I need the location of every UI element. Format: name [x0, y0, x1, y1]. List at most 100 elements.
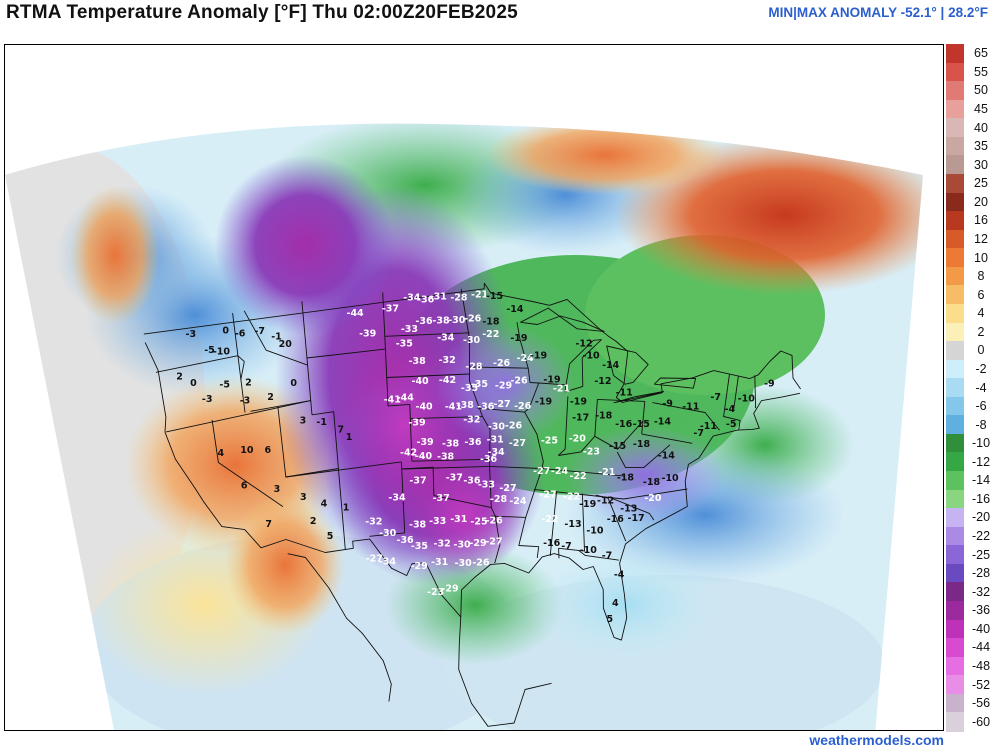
state-boundary: [754, 375, 757, 409]
legend-label: 12: [974, 231, 988, 246]
station-anomaly-value: -31: [430, 291, 447, 302]
state-boundary: [382, 292, 413, 462]
station-anomaly-value: -13: [564, 519, 581, 530]
legend-swatch: [946, 62, 964, 82]
station-anomaly-value: -10: [586, 526, 604, 537]
legend-label: -14: [971, 473, 991, 488]
anomaly-field: [5, 123, 923, 730]
station-anomaly-value: -11: [616, 388, 633, 399]
station-anomaly-value: -29: [441, 584, 458, 595]
station-anomaly-value: -3: [186, 329, 197, 340]
station-anomaly-value: -17: [628, 513, 645, 524]
station-anomaly-value: -19: [543, 374, 560, 385]
station-anomaly-value: -11: [700, 421, 717, 432]
legend-label: -8: [975, 417, 987, 432]
state-boundary: [641, 401, 646, 435]
legend-label: 65: [974, 46, 988, 61]
station-anomaly-value: -18: [595, 411, 613, 422]
station-anomaly-value: -28: [450, 292, 468, 303]
station-anomaly-value: -36: [415, 316, 433, 327]
station-anomaly-value: -19: [570, 397, 587, 408]
station-anomaly-value: 6: [241, 481, 248, 492]
lake-ontario: [653, 377, 697, 389]
legend-label: 8: [977, 269, 985, 284]
station-anomaly-value: -37: [433, 493, 450, 504]
station-anomaly-value: -19: [535, 397, 552, 408]
station-anomaly-value: 1: [346, 432, 353, 443]
station-anomaly-value: -37: [382, 304, 399, 315]
station-anomaly-value: -26: [514, 401, 532, 412]
station-anomaly-value: -38: [409, 520, 427, 531]
station-anomaly-value: -6: [235, 328, 246, 339]
station-anomaly-value: 4: [321, 499, 328, 510]
state-boundary: [595, 494, 627, 542]
state-boundary: [558, 420, 644, 456]
station-anomaly-value: -30: [379, 528, 397, 539]
station-anomaly-value: 2: [245, 378, 252, 389]
state-boundary: [166, 400, 311, 433]
station-anomaly-value: -9: [764, 379, 775, 390]
legend-label: 50: [974, 83, 988, 98]
legend-swatch: [946, 415, 964, 435]
legend-label: 2: [977, 324, 985, 339]
station-anomaly-value: -36: [480, 454, 498, 465]
station-anomaly-value: -10: [662, 473, 680, 484]
legend-swatch: [946, 471, 964, 491]
station-anomaly-value: -24: [517, 353, 535, 364]
legend-label: -52: [971, 677, 991, 692]
legend-label: 4: [977, 306, 985, 321]
station-anomaly-value: -33: [478, 480, 495, 491]
station-anomaly-value: -26: [493, 358, 511, 369]
min-max-anomaly-readout: MIN|MAX ANOMALY -52.1° | 28.2°F: [768, 5, 988, 20]
station-anomaly-value: -27: [494, 399, 511, 410]
station-anomaly-value: -7: [693, 428, 704, 439]
station-anomaly-value: -30: [455, 558, 473, 569]
legend-swatch: [946, 155, 964, 175]
legend-swatch: [946, 359, 964, 379]
station-anomaly-value: -11: [682, 402, 699, 413]
station-anomaly-value: -31: [450, 514, 467, 525]
legend-swatch: [946, 675, 964, 695]
station-anomaly-value: -13: [620, 503, 637, 514]
station-anomaly-value: -32: [434, 538, 451, 549]
station-anomaly-value: -26: [472, 558, 490, 569]
color-scale-bar: [946, 44, 964, 732]
source-credit[interactable]: weathermodels.com: [809, 732, 944, 748]
station-anomaly-value: -34: [488, 447, 506, 458]
legend-label: 45: [974, 101, 988, 116]
station-anomaly-value: 3: [300, 415, 307, 426]
state-boundary: [337, 468, 346, 550]
legend-label: 30: [974, 157, 988, 172]
station-anomaly-value: -26: [486, 515, 504, 526]
station-anomaly-value: -29: [411, 561, 428, 572]
legend-swatch: [946, 526, 964, 546]
legend-swatch: [946, 211, 964, 231]
station-anomaly-value: -40: [416, 401, 434, 412]
station-anomaly-value: -18: [633, 439, 651, 450]
state-boundary: [616, 444, 671, 469]
state-boundary: [533, 488, 688, 500]
map-panel[interactable]: -34 -36 -31 -28 -21 -15 -44 -37 -36 -38 -30 -26 -18-…: [4, 44, 944, 731]
legend-swatch: [946, 99, 964, 119]
station-anomaly-value: -5: [726, 419, 737, 430]
legend-label: -2: [975, 361, 987, 376]
station-anomaly-value: -7: [561, 541, 572, 552]
station-anomaly-value: -30: [488, 422, 506, 433]
state-boundary: [641, 433, 693, 444]
station-anomaly-value: -10: [213, 347, 231, 358]
state-boundary: [558, 493, 585, 559]
legend-swatch: [946, 248, 964, 268]
state-boundary: [578, 549, 619, 561]
station-anomaly-value: 10: [240, 445, 254, 456]
station-anomaly-value: -14: [602, 360, 620, 371]
station-anomaly-value: -30: [463, 335, 481, 346]
legend-label: 0: [977, 343, 985, 358]
station-anomaly-value: -35: [471, 379, 488, 390]
station-anomaly-value: -20: [644, 493, 662, 504]
station-anomaly-value: -39: [417, 437, 434, 448]
station-anomaly-value: -28: [490, 494, 508, 505]
station-anomaly-value: -33: [429, 516, 446, 527]
state-boundary: [516, 322, 566, 386]
station-anomaly-value: -5: [204, 345, 215, 356]
legend-label: -16: [971, 491, 991, 506]
